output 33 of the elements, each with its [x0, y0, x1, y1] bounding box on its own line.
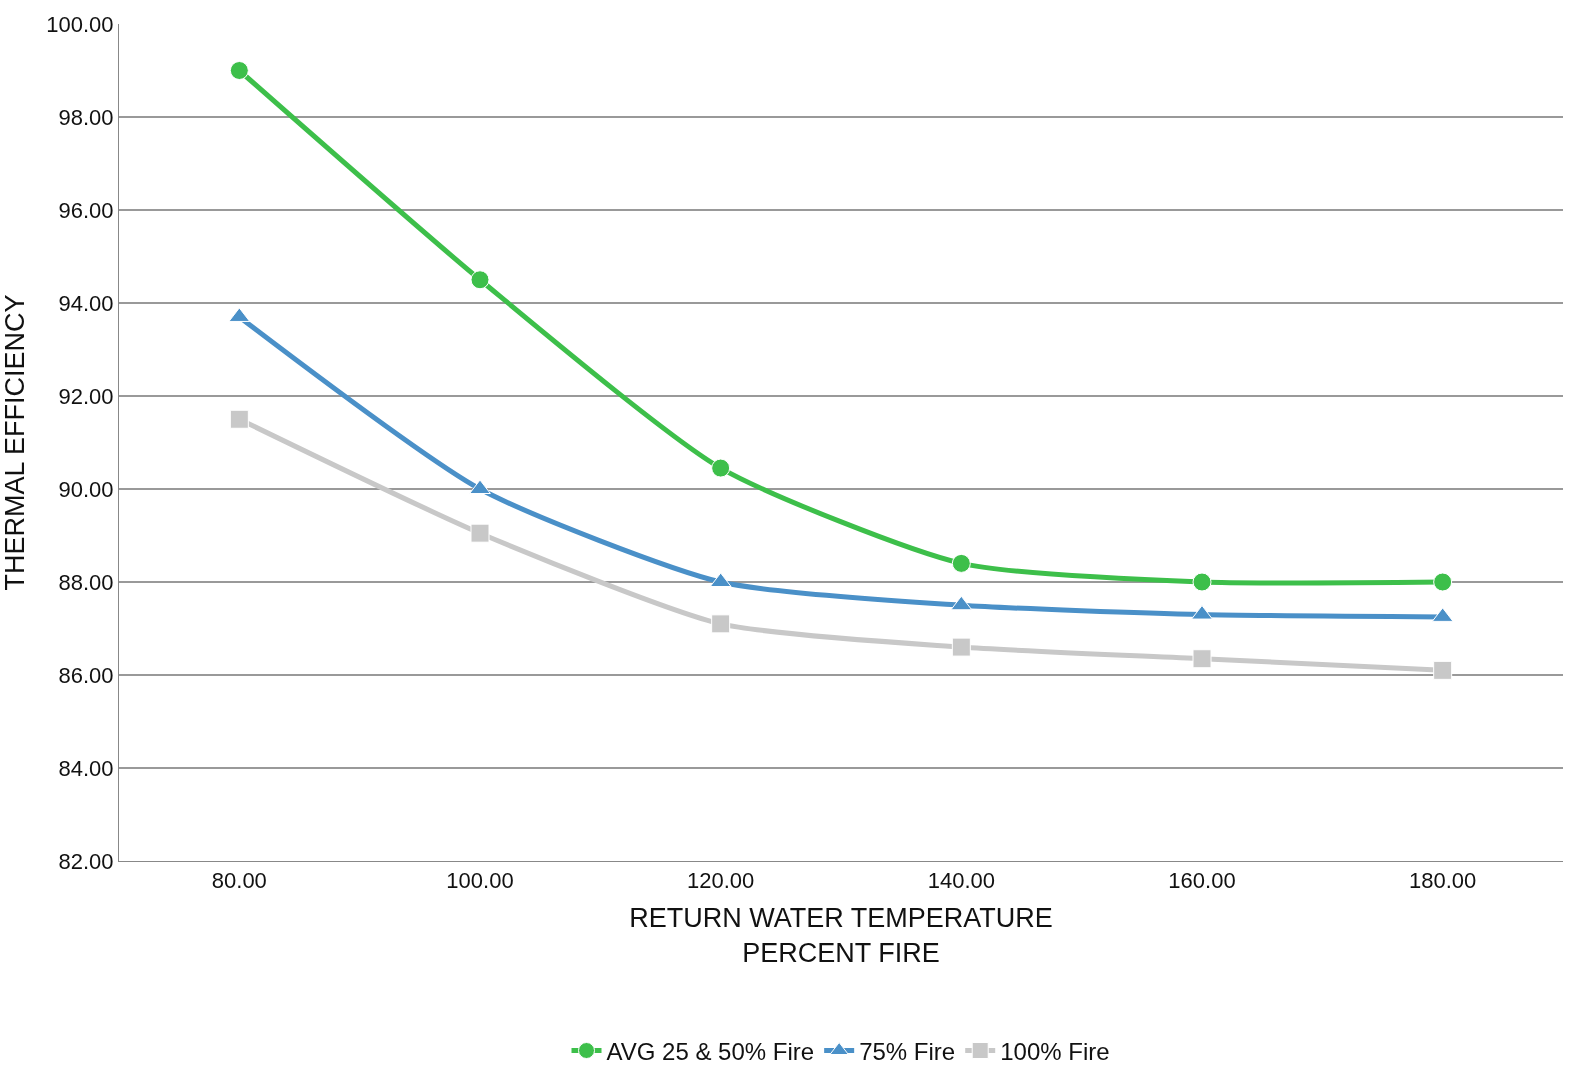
- point: [951, 553, 971, 573]
- x-axis-title: RETURN WATER TEMPERATURE PERCENT FIRE: [629, 902, 1053, 968]
- point: [470, 270, 490, 290]
- y-tick-label: 98.00: [58, 104, 114, 130]
- point: [470, 523, 490, 543]
- y-tick-label: 84.00: [58, 755, 114, 781]
- x-tick-label: 120.00: [687, 868, 755, 894]
- x-tick-label: 80.00: [211, 868, 267, 894]
- y-tick-label: 100.00: [46, 11, 114, 37]
- y-tick-label: 86.00: [58, 662, 114, 688]
- point: [1433, 572, 1453, 592]
- legend-label: 100% Fire: [1000, 1037, 1110, 1065]
- y-tick-label: 92.00: [58, 383, 114, 409]
- point: [1433, 660, 1453, 680]
- point: [711, 458, 731, 478]
- point: [1192, 649, 1212, 669]
- legend-label: 75% Fire: [859, 1037, 956, 1065]
- x-tick-label: 160.00: [1168, 868, 1236, 894]
- y-tick-label: 96.00: [58, 197, 114, 223]
- y-axis-title: THERMAL EFFICIENCY: [0, 294, 30, 591]
- point: [1192, 572, 1212, 592]
- point: [951, 637, 971, 657]
- point: [229, 61, 249, 80]
- y-tick-label: 94.00: [58, 290, 114, 316]
- x-tick-label: 140.00: [927, 868, 995, 894]
- x-tick-label: 100.00: [446, 868, 514, 894]
- legend-label: AVG 25 & 50% Fire: [606, 1037, 815, 1065]
- point: [711, 614, 731, 634]
- y-tick-label: 90.00: [58, 476, 114, 502]
- point: [229, 409, 249, 429]
- y-tick-label: 82.00: [58, 848, 114, 874]
- x-tick-label: 180.00: [1409, 868, 1477, 894]
- y-tick-label: 88.00: [58, 569, 114, 595]
